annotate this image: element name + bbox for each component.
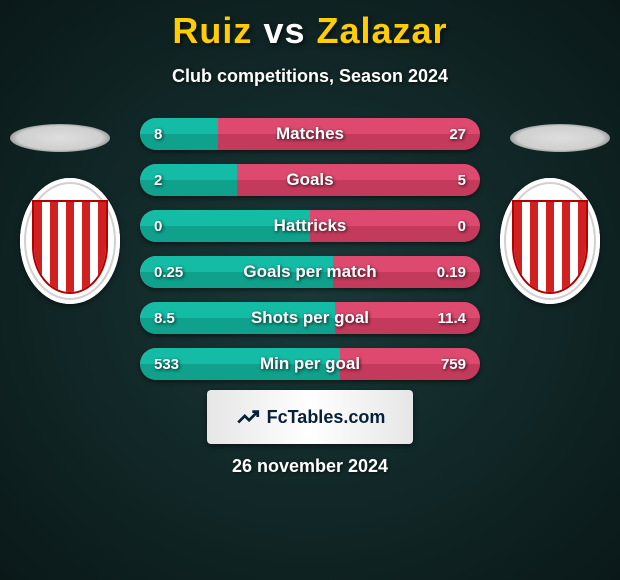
player2-shadow (510, 124, 610, 152)
vs-label: vs (263, 10, 305, 51)
player1-shadow (10, 124, 110, 152)
stat-right-value: 27 (449, 118, 466, 150)
crest-shield (20, 178, 120, 304)
stat-right-value: 0.19 (437, 256, 466, 288)
fctables-badge: FcTables.com (207, 390, 413, 444)
stat-label: Matches (140, 118, 480, 150)
stat-label: Min per goal (140, 348, 480, 380)
stat-row: 0Hattricks0 (140, 210, 480, 242)
stat-row: 8Matches27 (140, 118, 480, 150)
crest-stripes (32, 200, 108, 294)
stat-right-value: 5 (458, 164, 466, 196)
stat-row: 8.5Shots per goal11.4 (140, 302, 480, 334)
comparison-title: Ruiz vs Zalazar (0, 0, 620, 52)
crest-stripes (512, 200, 588, 294)
player2-crest (500, 178, 600, 304)
player1-crest (20, 178, 120, 304)
stat-rows: 8Matches27 2Goals5 0Hattricks0 0.25Goals pe… (140, 118, 480, 394)
stat-label: Goals (140, 164, 480, 196)
stat-row: 2Goals5 (140, 164, 480, 196)
crest-shield (500, 178, 600, 304)
stat-right-value: 759 (441, 348, 466, 380)
fctables-label: FcTables.com (267, 407, 386, 428)
chart-icon (235, 404, 261, 430)
player2-name: Zalazar (317, 10, 448, 51)
stat-right-value: 11.4 (438, 302, 466, 334)
stat-label: Hattricks (140, 210, 480, 242)
stat-row: 0.25Goals per match0.19 (140, 256, 480, 288)
date-label: 26 november 2024 (0, 456, 620, 477)
stat-label: Shots per goal (140, 302, 480, 334)
subtitle: Club competitions, Season 2024 (0, 66, 620, 87)
player1-name: Ruiz (172, 10, 252, 51)
stat-label: Goals per match (140, 256, 480, 288)
stat-row: 533Min per goal759 (140, 348, 480, 380)
stat-right-value: 0 (458, 210, 466, 242)
